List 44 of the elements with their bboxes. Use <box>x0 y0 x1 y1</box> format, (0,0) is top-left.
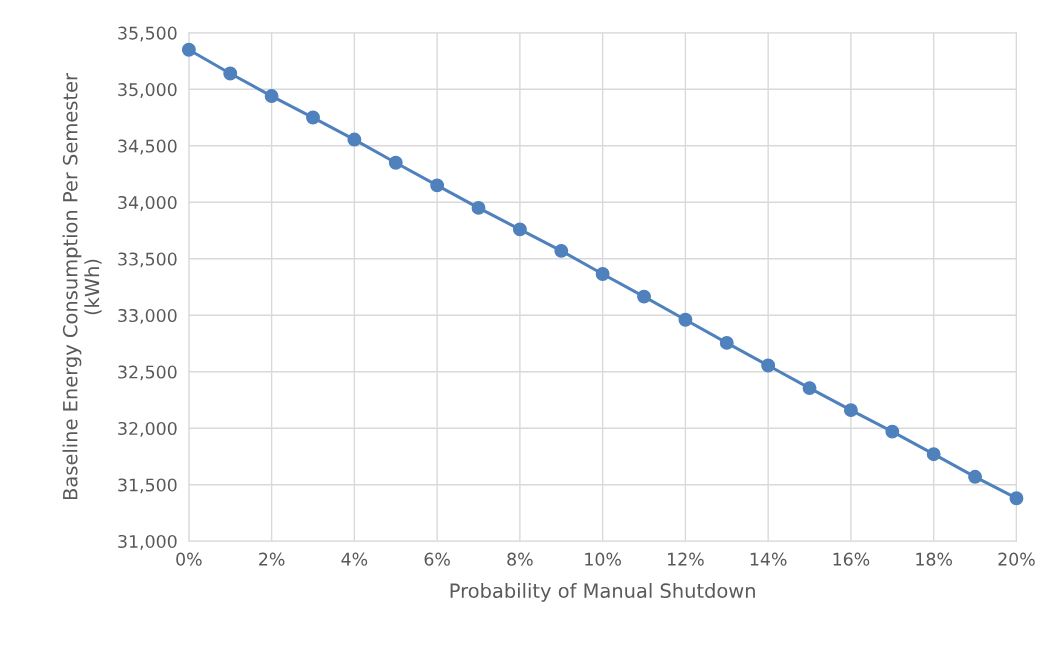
x-tick-label: 16% <box>833 552 870 566</box>
y-tick-label: 34,000 <box>118 195 177 211</box>
point <box>430 178 445 193</box>
point <box>926 447 941 462</box>
x-tick-label: 8% <box>507 552 533 566</box>
y-tick-label: 33,500 <box>118 252 177 268</box>
point <box>512 222 527 237</box>
point <box>802 381 817 396</box>
y-tick-label: 34,500 <box>118 139 177 155</box>
point <box>968 469 983 484</box>
point <box>264 89 279 104</box>
point <box>595 267 610 281</box>
y-tick-label: 31,500 <box>118 478 177 494</box>
x-tick-label: 6% <box>424 552 450 566</box>
y-tick-label: 32,000 <box>118 421 177 437</box>
point <box>306 110 320 125</box>
x-tick-label: 4% <box>341 552 368 566</box>
point <box>347 132 362 147</box>
point <box>554 243 569 258</box>
x-tick-label: 0% <box>176 552 202 566</box>
y-axis-title: Baseline Energy Consumption Per Semester (kWh) <box>62 73 102 500</box>
point <box>181 42 196 57</box>
x-axis-title: Probability of Manual Shutdown <box>450 583 755 602</box>
point <box>388 155 403 170</box>
y-tick-label: 35,500 <box>118 26 177 42</box>
point <box>471 200 486 215</box>
point <box>1009 491 1024 506</box>
point <box>637 289 651 304</box>
y-tick-label: 31,000 <box>118 534 177 550</box>
x-tick-label: 12% <box>668 552 704 566</box>
point <box>223 66 238 81</box>
x-tick-label: 10% <box>585 552 621 566</box>
point <box>761 358 776 373</box>
x-tick-label: 18% <box>916 552 953 566</box>
point <box>678 312 693 327</box>
point <box>885 424 900 439</box>
y-tick-label: 35,000 <box>118 83 177 98</box>
x-tick-label: 20% <box>998 552 1035 566</box>
x-tick-label: 2% <box>259 552 285 566</box>
x-tick-label: 14% <box>750 552 787 566</box>
y-tick-label: 33,000 <box>118 308 177 324</box>
point <box>719 335 734 350</box>
y-tick-label: 32,500 <box>118 365 177 381</box>
point <box>843 403 858 418</box>
